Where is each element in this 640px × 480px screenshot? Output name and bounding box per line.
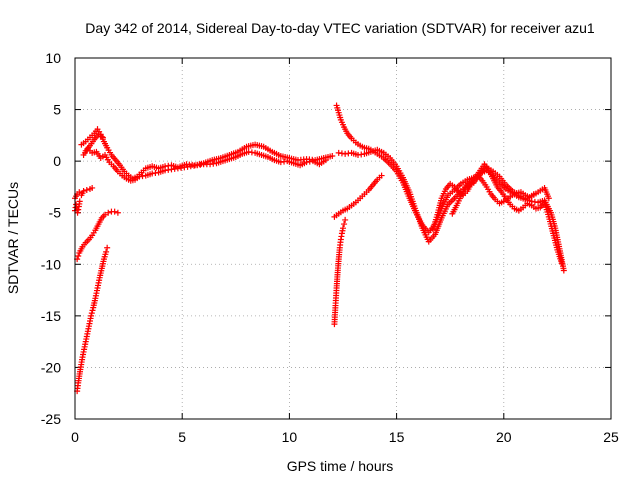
x-axis-title: GPS time / hours	[287, 458, 394, 474]
data-points	[72, 102, 567, 395]
y-tick-label: 0	[53, 153, 61, 169]
data-point-marker	[88, 312, 95, 319]
data-point-marker	[329, 152, 336, 159]
data-point-marker	[114, 209, 121, 216]
data-point-marker	[89, 184, 96, 191]
y-tick-label: -25	[41, 411, 61, 427]
data-point-marker	[76, 189, 83, 196]
data-point-marker	[75, 253, 82, 260]
series-arc-f	[80, 145, 329, 184]
data-point-marker	[340, 225, 346, 232]
series-arc-i	[331, 172, 385, 220]
data-point-marker	[545, 195, 552, 202]
series-arc-b	[74, 208, 121, 263]
x-tick-label: 5	[178, 429, 186, 445]
y-tick-label: 10	[45, 50, 61, 66]
data-point-marker	[75, 206, 82, 213]
data-point-marker	[104, 244, 111, 251]
y-tick-label: -20	[41, 359, 61, 375]
x-tick-label: 15	[389, 429, 405, 445]
data-point-marker	[322, 157, 329, 164]
series-arc-e	[78, 126, 336, 182]
grid-lines	[75, 58, 611, 419]
x-tick-label: 10	[282, 429, 298, 445]
data-point-marker	[76, 198, 83, 205]
series-arc-n	[449, 172, 537, 217]
data-point-marker	[105, 209, 112, 216]
data-point-marker	[378, 172, 385, 179]
data-point-marker	[80, 188, 87, 195]
data-point-marker	[103, 248, 110, 255]
data-point-marker	[560, 267, 567, 274]
series-arc-k	[335, 146, 567, 274]
y-tick-label: -15	[41, 308, 61, 324]
series-arc-h	[331, 216, 349, 328]
series-arc-g	[82, 131, 106, 154]
data-point-marker	[89, 307, 96, 314]
series-arc-j	[333, 102, 372, 152]
data-point-marker	[102, 211, 109, 218]
y-axis-title: SDTVAR / TECUs	[5, 182, 21, 294]
plot-frame	[74, 57, 612, 420]
data-point-marker	[74, 209, 81, 216]
data-point-marker	[342, 216, 349, 223]
chart-title: Day 342 of 2014, Sidereal Day-to-day VTE…	[85, 20, 595, 36]
y-tick-label: -5	[49, 205, 62, 221]
data-point-marker	[558, 260, 565, 267]
data-point-marker	[530, 191, 537, 198]
data-point-marker	[99, 134, 106, 141]
y-tick-label: 5	[53, 102, 61, 118]
data-point-marker	[111, 208, 118, 215]
x-tick-label: 25	[603, 429, 619, 445]
data-point-marker	[88, 310, 95, 317]
series-arc-a	[74, 244, 111, 395]
x-tick-label: 20	[496, 429, 512, 445]
data-point-marker	[83, 187, 90, 194]
x-tick-label: 0	[71, 429, 79, 445]
data-point-marker	[341, 221, 348, 228]
series-arc-c	[72, 198, 83, 216]
y-tick-label: -10	[41, 256, 61, 272]
